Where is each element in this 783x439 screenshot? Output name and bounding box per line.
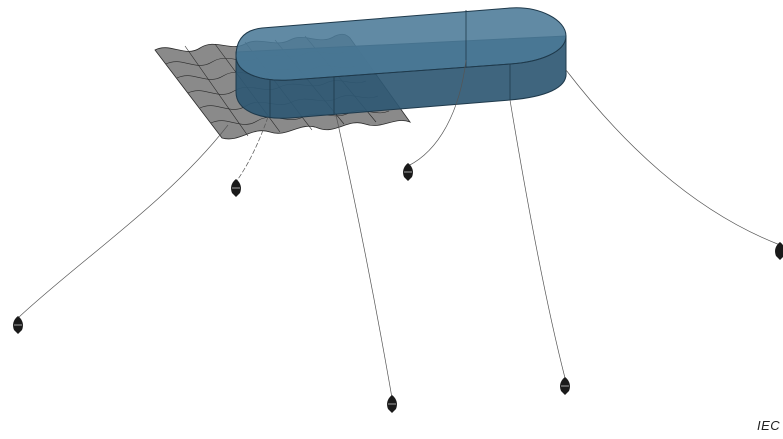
figure-caption: IEC — [757, 418, 781, 433]
platform-hull — [235, 7, 567, 119]
mooring-line-2 — [235, 116, 269, 183]
hull-seams — [269, 10, 511, 117]
mooring-line-5 — [509, 99, 566, 379]
mooring-line-1 — [17, 124, 229, 319]
mooring-line-6 — [565, 69, 781, 246]
mooring-line-3 — [335, 114, 393, 399]
mooring-line-4 — [407, 59, 467, 167]
mooring-lines — [17, 59, 781, 399]
anchor-icon — [13, 316, 23, 334]
anchor-icon — [560, 377, 570, 395]
anchors — [13, 163, 783, 413]
anchor-icon — [387, 395, 397, 413]
anchor-icon — [231, 179, 241, 197]
anchor-icon — [403, 163, 413, 181]
hull-deck-rim — [235, 35, 567, 81]
anchor-icon — [775, 242, 783, 260]
